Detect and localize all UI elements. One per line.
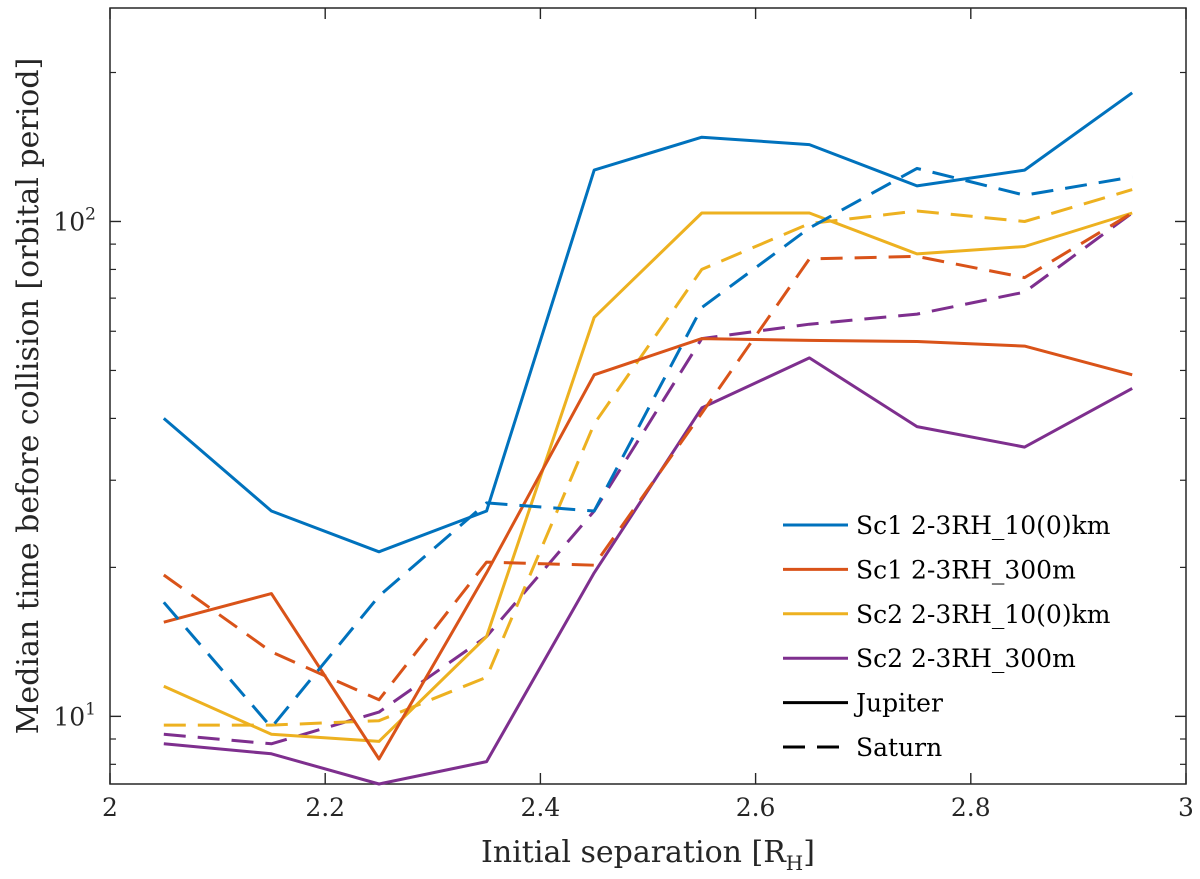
series-line-sc2-2-3rh-10-0-km-saturn: [163, 188, 1133, 727]
legend-label: Sc2 2-3RH_10(0)km: [856, 600, 1111, 629]
series-line-sc1-2-3rh-300m-saturn: [162, 211, 1133, 702]
series-line-sc1-2-3rh-10-0-km-saturn: [162, 166, 1133, 729]
legend-label: Sc1 2-3RH_300m: [856, 555, 1076, 584]
x-tick-label: 3: [1178, 793, 1194, 822]
y-tick-label: 101: [53, 699, 96, 731]
legend: Sc1 2-3RH_10(0)km Sc1 2-3RH_300m Sc2 2-3RH…: [770, 496, 1174, 764]
legend-label: Sc2 2-3RH_300m: [856, 644, 1076, 673]
x-tick-label: 2: [102, 793, 118, 822]
x-tick-label: 2.6: [736, 793, 776, 822]
legend-label: Sc1 2-3RH_10(0)km: [856, 511, 1111, 540]
x-tick-label: 2.2: [305, 793, 345, 822]
x-tick-label: 2.4: [521, 793, 561, 822]
major-ticks: [109, 8, 1187, 784]
series-line-sc2-2-3rh-10-0-km-jupiter: [163, 211, 1133, 743]
y-tick-labels: 101 102: [53, 204, 96, 731]
x-axis-title-close: ]: [803, 835, 815, 870]
legend-label: Jupiter: [853, 689, 943, 718]
y-axis-title: Median time before collision [orbital pe…: [11, 58, 46, 735]
x-tick-label: 2.8: [951, 793, 991, 822]
x-axis-title-main: Initial separation [R: [481, 835, 787, 870]
x-axis-title-sub: H: [786, 851, 803, 875]
series-group: [162, 91, 1134, 786]
legend-box: [770, 496, 1174, 764]
legend-label: Saturn: [856, 733, 942, 762]
x-axis-title: Initial separation [RH]: [481, 835, 815, 875]
y-tick-label: 102: [53, 204, 96, 236]
series-line-sc1-2-3rh-10-0-km-jupiter: [162, 91, 1134, 554]
x-tick-labels: 2 2.2 2.4 2.6 2.8 3: [102, 793, 1194, 822]
series-line-sc2-2-3rh-300m-saturn: [163, 211, 1134, 746]
minor-ticks: [110, 71, 1186, 765]
